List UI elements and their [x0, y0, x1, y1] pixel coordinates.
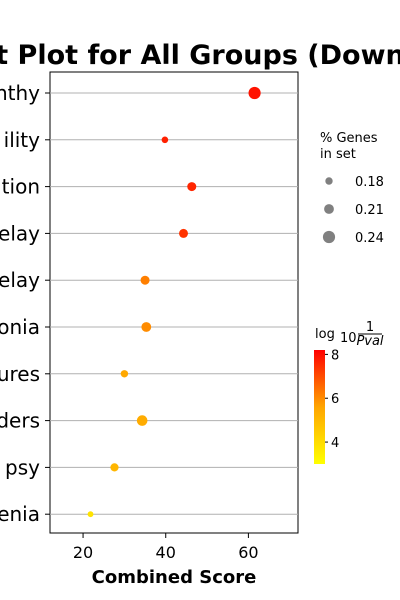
colorbar-tick-label: 8 [331, 348, 339, 363]
colorbar: log 10 1 Pval 8 6 4 [314, 320, 384, 464]
size-legend-marker [324, 204, 334, 214]
size-legend-title-line1: % Genes [320, 131, 378, 146]
data-points [87, 86, 261, 518]
y-tick-label: ures [0, 362, 40, 386]
y-tick-label: ility [4, 128, 41, 152]
colorbar-title-denominator: Pval [356, 334, 383, 349]
data-point [136, 415, 148, 426]
grid-lines [45, 92, 298, 515]
size-legend-label: 0.24 [355, 231, 384, 246]
data-point [87, 511, 94, 518]
colorbar-gradient [314, 350, 325, 464]
colorbar-tick-label: 4 [331, 436, 339, 451]
colorbar-title-log: log [315, 327, 335, 342]
size-legend-title-line2: in set [320, 147, 356, 162]
y-tick-label: ation [0, 175, 40, 199]
y-tick-label: onia [0, 315, 40, 339]
x-tick-label: 20 [73, 543, 93, 562]
size-legend-marker [322, 230, 336, 244]
size-legend-marker [325, 177, 333, 185]
y-tick-label: elay [0, 221, 40, 245]
data-point [110, 463, 119, 472]
y-tick-label: elay [0, 268, 40, 292]
size-legend: % Genes in set 0.18 0.21 0.24 [320, 131, 384, 246]
y-tick-label: psy [5, 455, 40, 479]
colorbar-title-sub: 10 [340, 331, 357, 346]
colorbar-title-numerator: 1 [366, 320, 374, 335]
y-tick-label: nthy [0, 81, 40, 105]
size-legend-entries: 0.18 0.21 0.24 [322, 175, 384, 246]
data-point [248, 86, 261, 100]
x-tick-label: 40 [156, 543, 176, 562]
x-tick-label: 60 [238, 543, 258, 562]
x-axis-label: Combined Score [92, 567, 257, 588]
data-point [179, 228, 189, 238]
plot-frame [49, 71, 299, 534]
y-tick-label: rders [0, 409, 40, 433]
plot-area: nthy ility ation elay elay onia ures rders psy en… [0, 71, 299, 562]
colorbar-tick-label: 6 [331, 392, 339, 407]
colorbar-ticks: 8 6 4 [325, 348, 339, 451]
chart-title: t Plot for All Groups (Down [0, 40, 400, 71]
x-tick-labels: 20 40 60 [73, 533, 259, 562]
size-legend-label: 0.18 [355, 175, 384, 190]
data-point [187, 182, 197, 192]
data-point [141, 322, 152, 332]
y-tick-labels: nthy ility ation elay elay onia ures rders psy en… [0, 81, 40, 526]
data-point [161, 136, 169, 144]
size-legend-label: 0.21 [355, 203, 384, 218]
y-tick-label: enia [0, 502, 40, 526]
data-point [140, 275, 150, 285]
data-point [120, 370, 129, 378]
